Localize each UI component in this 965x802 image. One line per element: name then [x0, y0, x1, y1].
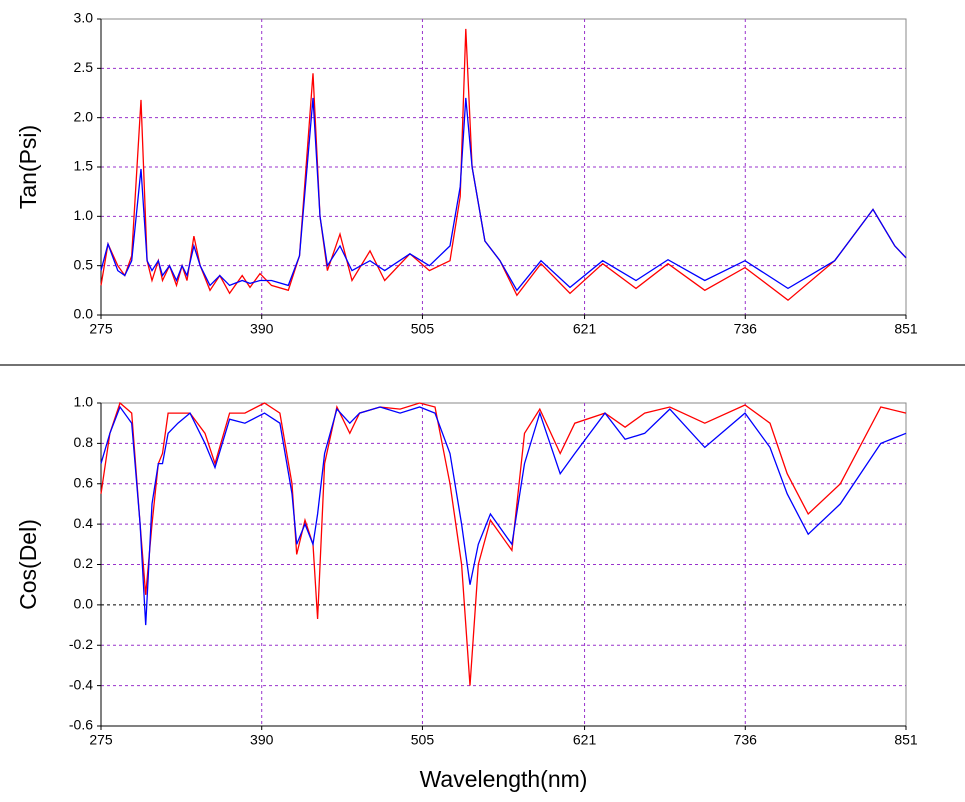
series-line [100, 405, 907, 626]
y-tick-label: 0.6 [74, 474, 94, 490]
y-tick-label: 1.0 [74, 207, 94, 223]
x-tick-label: 851 [894, 321, 918, 337]
y-tick-label: 0.0 [74, 306, 94, 322]
y-tick-label: 3.0 [74, 10, 94, 26]
y-axis-title: Tan(Psi) [15, 125, 41, 209]
x-tick-label: 275 [89, 732, 113, 748]
y-tick-label: 0.4 [74, 515, 94, 531]
x-tick-label: 851 [894, 732, 918, 748]
y-tick-label: 1.0 [74, 394, 94, 410]
y-tick-label: 0.0 [74, 596, 94, 612]
x-tick-label: 390 [250, 732, 274, 748]
x-tick-label: 621 [573, 321, 597, 337]
series-line [100, 28, 907, 302]
x-tick-label: 505 [411, 321, 435, 337]
y-tick-label: -0.4 [69, 676, 93, 692]
y-axis-title: Cos(Del) [15, 519, 41, 610]
x-tick-label: 736 [734, 321, 758, 337]
y-tick-label: -0.6 [69, 717, 93, 733]
x-tick-label: 275 [89, 321, 113, 337]
x-tick-label: 621 [573, 732, 597, 748]
y-tick-label: 0.8 [74, 434, 94, 450]
x-tick-label: 390 [250, 321, 274, 337]
y-tick-label: 0.2 [74, 555, 94, 571]
y-tick-label: 2.0 [74, 108, 94, 124]
y-tick-label: 0.5 [74, 256, 94, 272]
x-tick-label: 505 [411, 732, 435, 748]
y-tick-label: -0.2 [69, 636, 93, 652]
y-tick-label: 1.5 [74, 158, 94, 174]
y-tick-label: 2.5 [74, 59, 94, 75]
x-axis-title: Wavelength(nm) [420, 766, 588, 792]
x-tick-label: 736 [734, 732, 758, 748]
series-line [100, 97, 907, 292]
